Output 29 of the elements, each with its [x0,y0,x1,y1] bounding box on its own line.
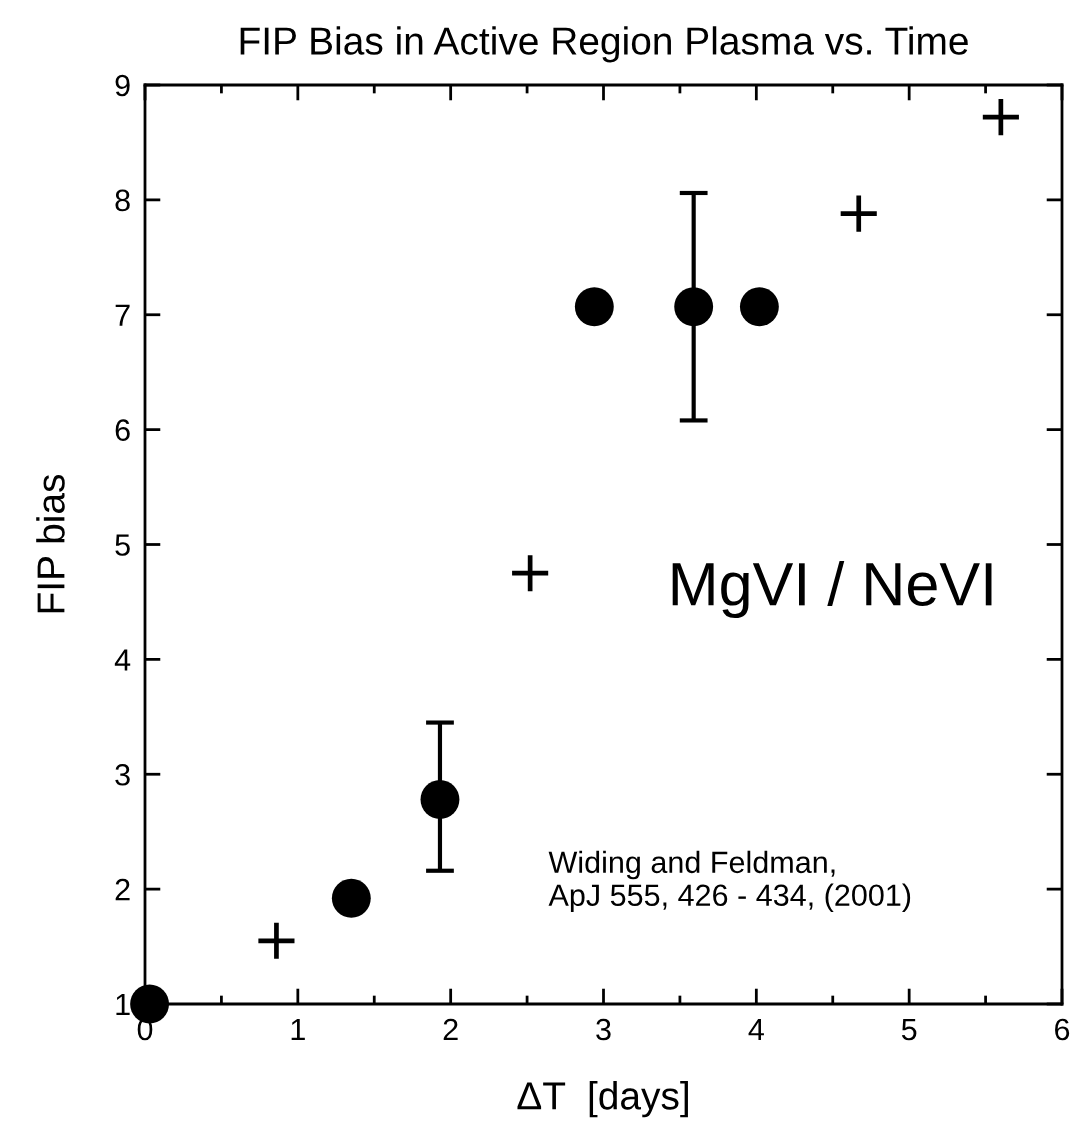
point [331,878,371,918]
annotation: Widing and Feldman, ApJ 555, 426 - 434, (2001) [548,850,911,913]
x-tick-label: 5 [901,1019,917,1041]
y-tick-label: 8 [115,189,130,212]
y-tick-label: 9 [115,74,130,97]
chart-title: FIP Bias in Active Region Plasma vs. Time [240,26,968,63]
y-axis-title: FIP bias [36,474,65,613]
point [512,555,549,592]
y-tick-label: 2 [115,878,130,901]
x-tick-label: 2 [443,1018,458,1041]
x-tick-label: 3 [596,1018,611,1041]
x-tick-label: 4 [748,1019,764,1041]
point [674,287,714,327]
y-tick-label: 6 [115,419,130,441]
x-tick-label: 1 [291,1019,305,1041]
y-tick-label: 7 [115,304,130,326]
point [420,780,460,819]
point [982,99,1019,136]
x-tick-label: 6 [1055,1018,1070,1041]
point [739,287,779,327]
point [574,287,614,327]
y-tick-label: 4 [114,649,131,671]
y-tick-label: 3 [115,763,130,786]
y-tick-label: 5 [115,534,130,556]
point [840,195,877,232]
y-tick-label: 1 [116,994,130,1016]
x-axis-title: ΔT [days] [517,1081,688,1118]
annotation: MgVI / NeVI [672,561,992,619]
point [258,922,295,959]
